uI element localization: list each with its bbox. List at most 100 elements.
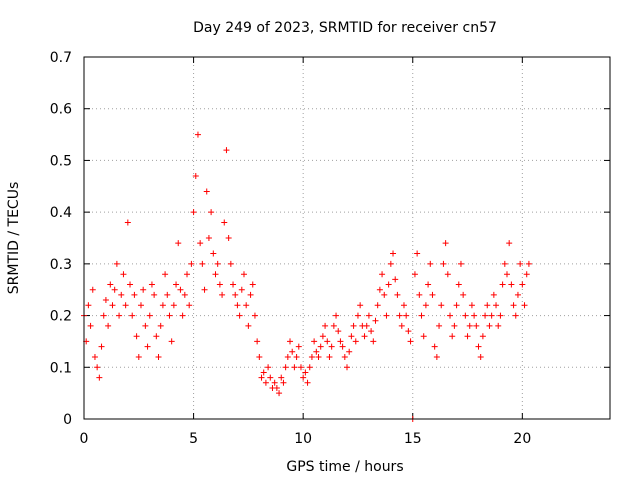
data-point [473, 322, 480, 329]
data-point [142, 322, 149, 329]
data-point [422, 302, 429, 309]
data-point [256, 353, 263, 360]
data-point [405, 328, 412, 335]
data-point [348, 333, 355, 340]
data-point [451, 322, 458, 329]
data-point [137, 302, 144, 309]
y-tick-label: 0.3 [50, 257, 72, 273]
data-point [398, 322, 405, 329]
data-point [499, 281, 506, 288]
data-point [339, 343, 346, 350]
data-point [519, 281, 526, 288]
data-point [111, 286, 118, 293]
data-point [431, 343, 438, 350]
data-point [102, 297, 109, 304]
data-point [173, 281, 180, 288]
data-point [262, 379, 269, 386]
data-point [394, 291, 401, 298]
data-point [144, 343, 151, 350]
data-point [276, 390, 283, 397]
data-point [418, 312, 425, 319]
data-point [94, 364, 101, 371]
data-point [365, 312, 372, 319]
data-point [87, 322, 94, 329]
data-point [201, 286, 208, 293]
data-point [89, 286, 96, 293]
data-point [344, 364, 350, 371]
data-point [212, 271, 219, 278]
data-point [354, 312, 361, 319]
data-point [199, 260, 206, 267]
data-point [151, 291, 158, 298]
data-point [225, 235, 232, 241]
data-point [223, 147, 230, 154]
data-point [370, 338, 377, 345]
data-point [462, 312, 469, 319]
data-point [444, 271, 451, 278]
data-point [271, 379, 278, 386]
data-point [306, 364, 313, 371]
data-point [98, 343, 105, 350]
data-point [234, 302, 241, 309]
data-point [214, 260, 221, 267]
data-point [466, 322, 473, 329]
data-point [302, 369, 309, 376]
data-point [194, 131, 201, 138]
data-point [357, 302, 364, 309]
data-point [232, 291, 239, 298]
data-point [249, 281, 256, 288]
x-axis-label: GPS time / hours [286, 459, 403, 475]
data-point [245, 322, 252, 329]
data-point [208, 209, 215, 216]
data-point [361, 333, 368, 340]
data-point [186, 302, 193, 309]
y-tick-label: 0.5 [50, 153, 72, 169]
data-point [328, 343, 335, 350]
data-point [479, 333, 486, 340]
data-point [105, 322, 112, 329]
data-point [153, 333, 160, 340]
data-point [124, 219, 131, 226]
data-point [190, 209, 197, 216]
data-point [291, 364, 298, 371]
data-point [477, 353, 484, 360]
data-point [295, 343, 302, 350]
x-tick-label: 5 [189, 431, 198, 447]
data-point [427, 260, 434, 267]
data-point [497, 312, 504, 319]
data-point [184, 271, 191, 278]
data-point [260, 369, 267, 376]
data-point [181, 291, 188, 298]
data-point [140, 286, 147, 293]
data-point [468, 302, 475, 309]
data-point [525, 260, 532, 267]
data-point [265, 364, 272, 371]
data-point [236, 312, 243, 319]
data-point [385, 281, 392, 288]
data-point [148, 281, 155, 288]
data-point [247, 291, 254, 298]
grid [84, 57, 610, 419]
data-point [322, 322, 329, 329]
data-point [475, 343, 482, 350]
y-axis-label: SRMTID / TECUs [6, 182, 22, 295]
data-point [400, 302, 407, 309]
data-point [346, 348, 353, 355]
y-tick-label: 0.4 [50, 205, 72, 221]
data-point [390, 250, 397, 257]
data-point [341, 353, 348, 360]
data-point [403, 312, 410, 319]
data-point [258, 374, 265, 381]
data-point [411, 271, 418, 278]
data-point [495, 322, 502, 329]
data-point [96, 374, 103, 381]
data-point [337, 338, 344, 345]
data-point [510, 302, 517, 309]
data-point [442, 240, 449, 247]
data-point [227, 260, 234, 267]
data-point [293, 353, 300, 360]
data-point [205, 235, 212, 241]
data-point [512, 312, 519, 319]
data-point [330, 322, 337, 329]
data-point [374, 302, 381, 309]
